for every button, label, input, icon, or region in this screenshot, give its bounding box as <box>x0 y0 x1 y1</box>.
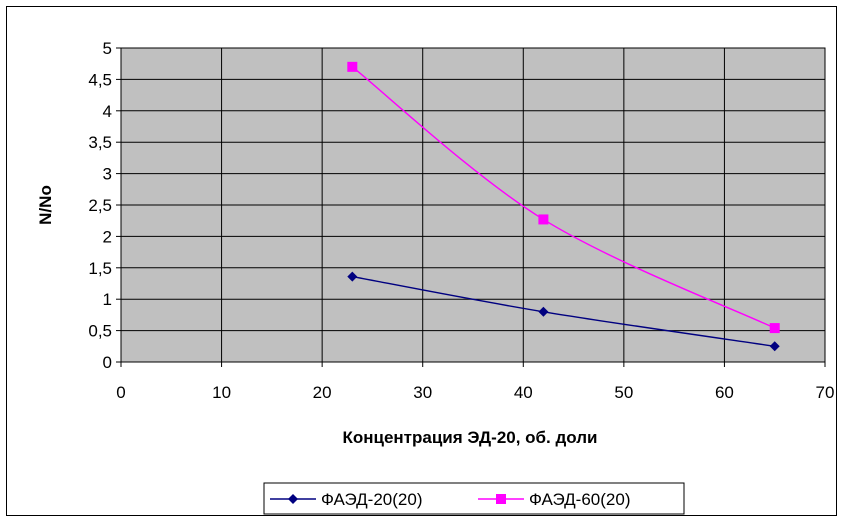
data-point <box>347 271 358 282</box>
series-1 <box>347 271 780 352</box>
y-axis-title: N/No <box>36 185 55 225</box>
legend-box <box>263 482 685 515</box>
x-tick-label: 30 <box>413 383 432 402</box>
data-point <box>538 214 549 225</box>
x-tick-labels: 0 10 20 30 40 50 60 70 <box>116 383 834 402</box>
data-point <box>769 323 780 334</box>
y-tick-label: 2 <box>103 227 112 246</box>
x-tick-label: 20 <box>313 383 332 402</box>
data-point <box>347 61 358 72</box>
y-tick-label: 1 <box>103 290 112 309</box>
x-tick-label: 60 <box>715 383 734 402</box>
y-tick-label: 5 <box>103 39 112 58</box>
x-axis-title: Концентрация ЭД-20, об. доли <box>342 428 597 447</box>
legend-item-2: ФАЭД-60(20) <box>478 490 631 509</box>
legend-marker <box>496 494 506 504</box>
x-tick-label: 10 <box>212 383 231 402</box>
legend-marker <box>288 494 298 504</box>
axes <box>116 47 826 367</box>
y-tick-label: 1,5 <box>88 259 112 278</box>
series-2 <box>347 61 780 334</box>
legend-label: ФАЭД-60(20) <box>529 490 631 509</box>
legend: ФАЭД-20(20) ФАЭД-60(20) <box>263 482 685 515</box>
y-tick-labels: 0 0,5 1 1,5 2 2,5 3 3,5 4 4,5 5 <box>88 39 112 372</box>
legend-label: ФАЭД-20(20) <box>321 490 423 509</box>
legend-item-1: ФАЭД-20(20) <box>270 490 423 509</box>
x-tick-label: 50 <box>614 383 633 402</box>
y-tick-label: 4,5 <box>88 70 112 89</box>
x-tick-label: 40 <box>514 383 533 402</box>
x-tick-label: 70 <box>816 383 835 402</box>
x-tick-label: 0 <box>116 383 125 402</box>
y-tick-label: 2,5 <box>88 196 112 215</box>
data-point <box>769 341 780 352</box>
y-tick-label: 3 <box>103 165 112 184</box>
y-tick-label: 0,5 <box>88 322 112 341</box>
y-tick-label: 4 <box>103 102 112 121</box>
y-tick-label: 3,5 <box>88 133 112 152</box>
data-point <box>538 306 549 317</box>
y-tick-label: 0 <box>103 353 112 372</box>
series-group <box>347 61 780 352</box>
